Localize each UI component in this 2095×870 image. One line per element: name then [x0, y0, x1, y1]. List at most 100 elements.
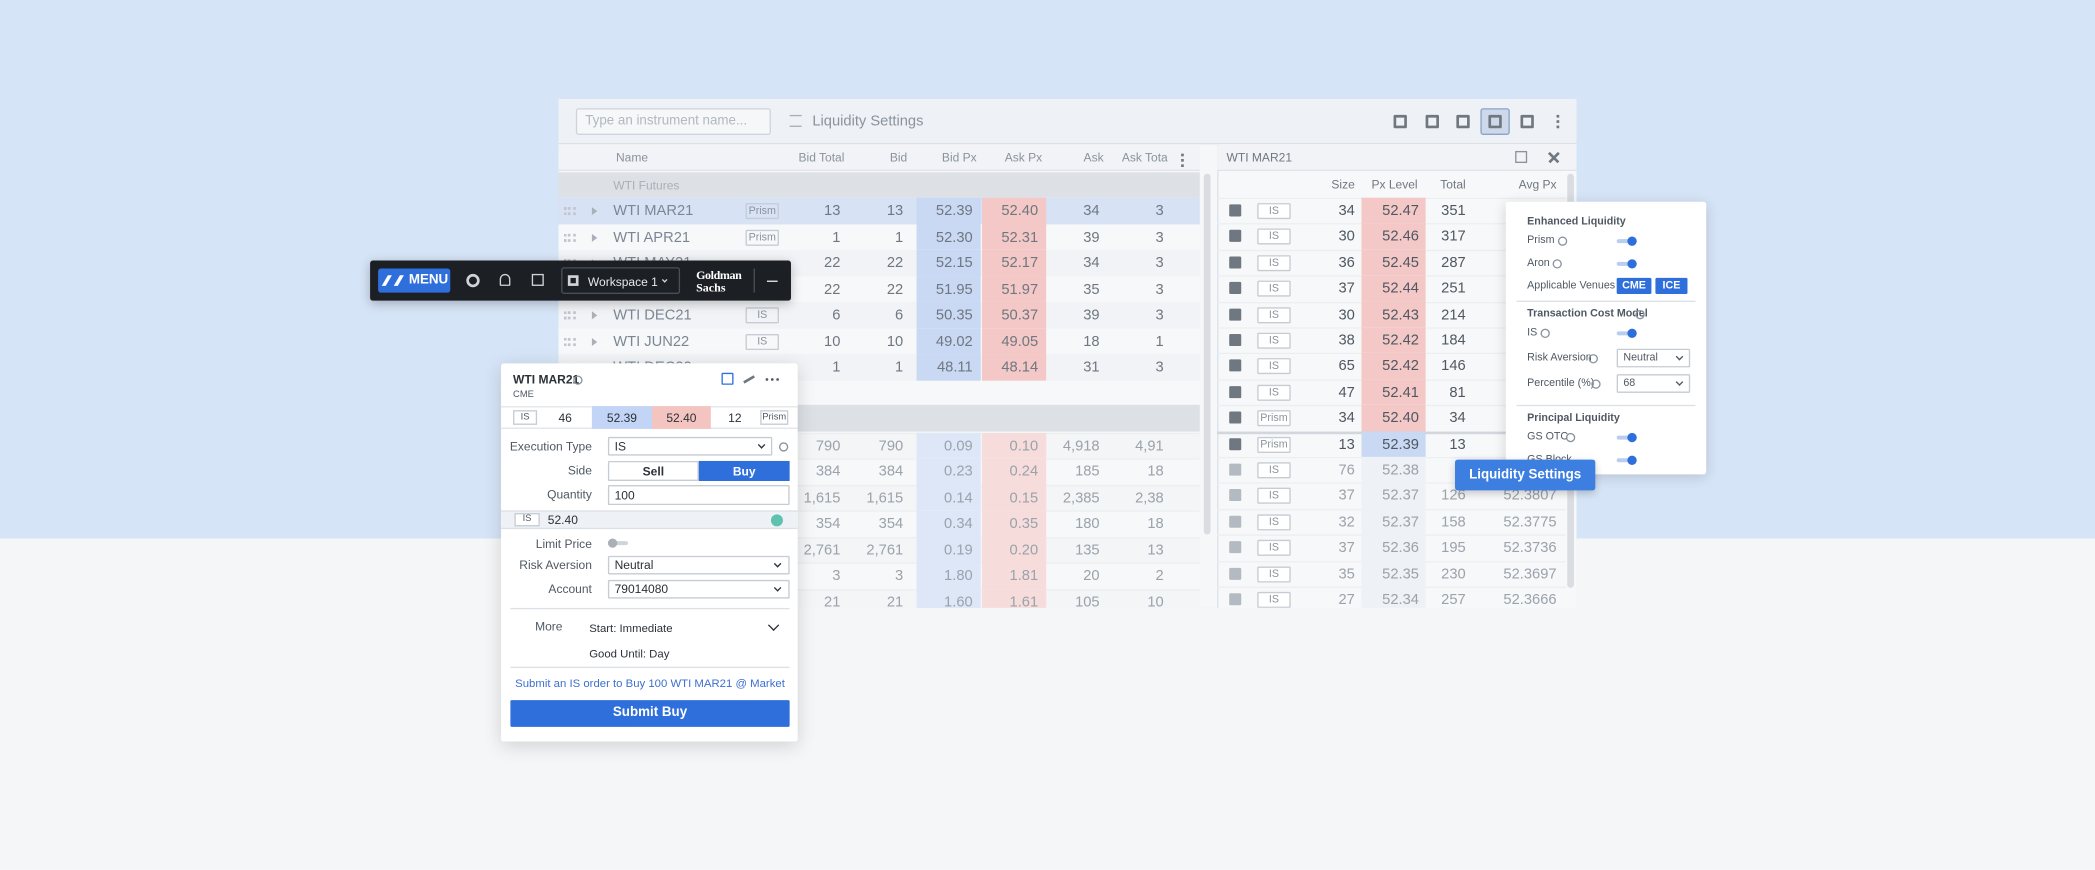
tag: Prism: [1260, 437, 1288, 450]
scrollbar: [1203, 173, 1211, 535]
launcher-icon[interactable]: [499, 273, 511, 286]
launcher-icon[interactable]: [466, 273, 480, 288]
add-button[interactable]: [1229, 256, 1242, 269]
quantity-value: 100: [614, 488, 635, 502]
kebab-dot[interactable]: [776, 378, 779, 381]
price-row: [501, 510, 798, 530]
toggle-track[interactable]: [1616, 238, 1637, 243]
add-button[interactable]: [1229, 411, 1242, 424]
sell-button[interactable]: [607, 460, 699, 481]
add-button[interactable]: [1229, 437, 1242, 450]
toolbar-icon[interactable]: [1520, 114, 1534, 129]
cell: 3: [1155, 307, 1164, 324]
cell: 65: [1338, 358, 1355, 375]
cell: 3: [1155, 359, 1164, 376]
toggle-knob[interactable]: [1627, 328, 1637, 338]
toolbar-icon[interactable]: [1393, 114, 1407, 129]
kebab-dot: [1181, 158, 1184, 162]
venue-chip[interactable]: [1616, 277, 1652, 294]
kebab-dot[interactable]: [770, 378, 774, 381]
add-button[interactable]: [1229, 334, 1242, 347]
select[interactable]: [607, 436, 773, 456]
select[interactable]: [607, 555, 790, 575]
add-button[interactable]: [1229, 359, 1242, 372]
toggle-knob[interactable]: [607, 537, 618, 548]
workspace-select[interactable]: [561, 267, 681, 294]
add-button[interactable]: [1229, 489, 1242, 502]
add-button[interactable]: [1229, 230, 1242, 243]
toolbar-icon-active[interactable]: [1480, 108, 1510, 135]
cell: 790: [878, 437, 904, 454]
bid-px-column: [916, 536, 981, 563]
cell: 52.3775: [1503, 514, 1557, 531]
ticket-icon[interactable]: [721, 372, 734, 385]
add-button[interactable]: [1229, 204, 1242, 217]
submit-button[interactable]: [510, 700, 790, 727]
toggle-track[interactable]: [1616, 457, 1637, 462]
cell: 0.14: [944, 489, 973, 506]
select-value: Neutral: [1623, 351, 1658, 364]
tag-box: [1257, 228, 1291, 246]
cell: 0.15: [1009, 489, 1039, 506]
cell: 52.45: [1382, 254, 1419, 271]
cell: 39: [1083, 229, 1100, 246]
select-value: Neutral: [614, 558, 654, 572]
add-button[interactable]: [1229, 567, 1242, 580]
menu-button[interactable]: [378, 268, 451, 293]
kebab-dot[interactable]: [765, 378, 769, 381]
toggle-track[interactable]: [1616, 330, 1637, 335]
tag: Prism: [762, 412, 787, 422]
cell: 52.46: [1382, 228, 1419, 246]
ask-px-column: [982, 458, 1047, 485]
select[interactable]: [1616, 348, 1691, 368]
cell: 6: [895, 307, 904, 324]
ask-px-column: [982, 223, 1047, 250]
cell: 184: [1441, 332, 1466, 349]
field-label: Side: [567, 463, 592, 477]
ask-cell[interactable]: [652, 406, 711, 429]
launcher-icon[interactable]: [531, 273, 544, 286]
toggle-track[interactable]: [1616, 261, 1637, 266]
cell: 31: [1083, 359, 1100, 376]
popout-icon[interactable]: [1515, 150, 1528, 164]
add-button[interactable]: [1229, 463, 1242, 476]
px-level-column: [1361, 353, 1426, 380]
select[interactable]: [1616, 374, 1691, 393]
cell: 2,385: [1062, 489, 1100, 506]
add-button[interactable]: [1229, 593, 1242, 606]
search-input[interactable]: [575, 108, 771, 135]
tag-box: [1257, 410, 1291, 427]
cell: 52.34: [1382, 591, 1419, 608]
add-button[interactable]: [1229, 541, 1242, 554]
add-button[interactable]: [1229, 308, 1242, 321]
tag: IS: [1268, 334, 1280, 347]
add-button[interactable]: [1229, 282, 1242, 295]
toggle-track[interactable]: [1616, 434, 1637, 439]
order-summary: Submit an IS order to Buy 100 WTI MAR21 …: [515, 676, 785, 690]
toggle-knob[interactable]: [1627, 235, 1637, 246]
buy-button[interactable]: [698, 460, 790, 481]
bid-px-column: [916, 562, 981, 589]
toggle-knob[interactable]: [1627, 258, 1637, 268]
toggle-knob[interactable]: [1627, 454, 1637, 465]
cell: 52.31: [1001, 229, 1039, 246]
toggle-track[interactable]: [607, 540, 628, 545]
select[interactable]: [607, 579, 790, 599]
quantity-input[interactable]: [607, 485, 790, 506]
add-button[interactable]: [1229, 515, 1242, 528]
bid-cell[interactable]: [591, 406, 653, 429]
add-button[interactable]: [1229, 385, 1242, 398]
settings-button[interactable]: [1455, 459, 1596, 491]
cell: 146: [1441, 358, 1466, 375]
toolbar-icon[interactable]: [1488, 114, 1502, 129]
toolbar-icon[interactable]: [1456, 114, 1470, 129]
column-header: Ask Tota: [1121, 150, 1168, 165]
px-level-column: [1361, 405, 1426, 431]
toolbar-icon[interactable]: [1425, 114, 1439, 129]
venue-chip[interactable]: [1655, 277, 1688, 294]
toggle-knob[interactable]: [1627, 432, 1637, 442]
bid-size: 46: [558, 410, 572, 425]
minimize-icon[interactable]: [766, 279, 778, 282]
cell: 52.35: [1382, 565, 1419, 582]
